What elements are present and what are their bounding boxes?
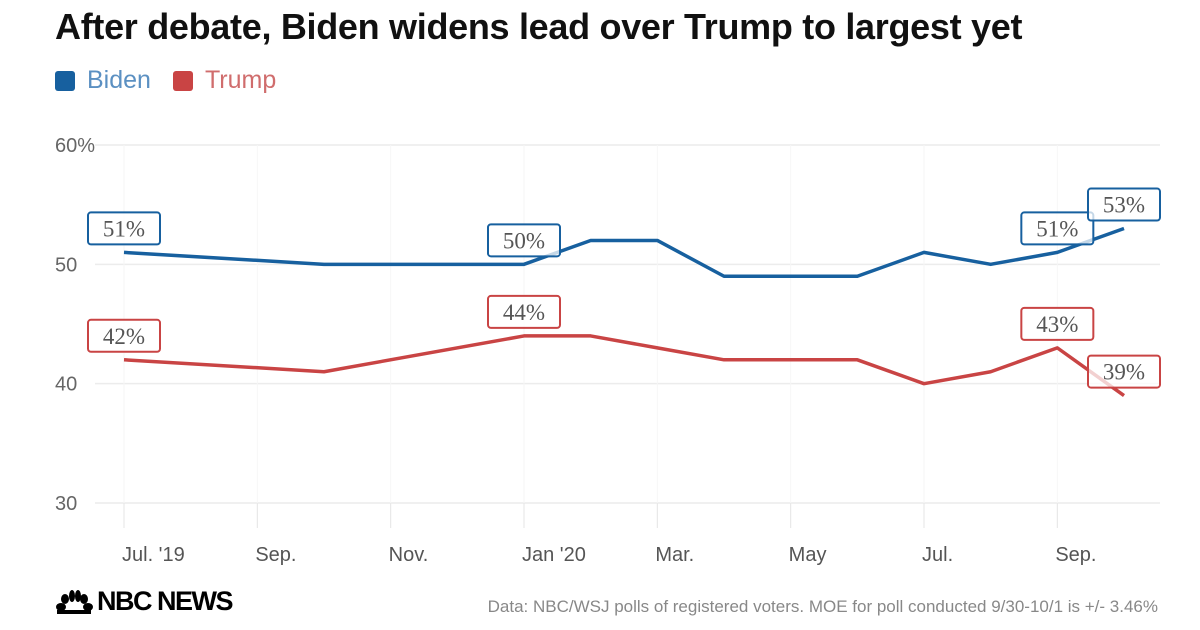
data-label-text: 39% — [1103, 360, 1145, 385]
nbc-news-logo: NBC NEWS — [55, 586, 234, 617]
y-tick-label: 50 — [55, 254, 77, 276]
y-tick-label: 60% — [55, 135, 95, 157]
data-label-box — [487, 294, 561, 329]
data-label-box — [87, 211, 161, 246]
x-tick-label: Nov. — [389, 544, 429, 566]
data-label-text: 43% — [1036, 312, 1078, 337]
data-label-biden: 51% — [1020, 211, 1095, 246]
x-tick-label: Sep. — [1055, 544, 1096, 566]
source-note: Data: NBC/WSJ polls of registered voters… — [487, 597, 1158, 616]
data-label-trump: 39% — [1087, 354, 1161, 389]
data-label-text: 44% — [503, 300, 545, 325]
x-tick-label: Sep. — [255, 544, 296, 566]
x-tick-label: May — [789, 544, 827, 566]
legend-label-biden: Biden — [87, 66, 151, 94]
x-tick-label: Jul. '19 — [122, 544, 185, 566]
legend-swatch-biden — [55, 70, 75, 91]
data-label-box — [487, 223, 561, 258]
series-line-trump — [123, 334, 1126, 398]
data-label-biden: 50% — [487, 223, 561, 258]
series-line-biden — [123, 226, 1125, 279]
legend-swatch-trump — [172, 70, 193, 91]
data-label-box — [87, 318, 161, 353]
data-label-text: 50% — [503, 228, 545, 253]
data-label-biden: 53% — [1087, 187, 1161, 222]
legend: Biden Trump — [55, 66, 298, 95]
data-label-trump: 44% — [487, 294, 561, 329]
data-label-box — [1020, 306, 1095, 341]
logo-text: NBC NEWS — [97, 586, 234, 616]
x-tick-label: Jul. — [922, 544, 953, 566]
data-label-box — [1020, 211, 1095, 246]
legend-item-biden: Biden — [55, 66, 151, 95]
data-label-text: 51% — [1036, 216, 1078, 241]
data-label-text: 53% — [1103, 193, 1145, 218]
x-tick-label: Mar. — [655, 544, 694, 566]
y-tick-label: 40 — [55, 374, 77, 396]
data-label-text: 51% — [103, 216, 145, 241]
legend-label-trump: Trump — [204, 66, 277, 94]
data-label-box — [1087, 354, 1161, 389]
data-label-biden: 51% — [87, 211, 161, 246]
legend-item-trump: Trump — [172, 66, 277, 95]
data-label-text: 42% — [103, 324, 145, 349]
data-label-trump: 42% — [87, 318, 161, 353]
data-label-trump: 43% — [1020, 306, 1095, 341]
x-tick-label: Jan '20 — [522, 544, 586, 566]
data-label-box — [1087, 187, 1161, 222]
chart-title: After debate, Biden widens lead over Tru… — [55, 6, 1023, 47]
y-tick-label: 30 — [55, 493, 77, 515]
peacock-icon — [56, 589, 93, 614]
